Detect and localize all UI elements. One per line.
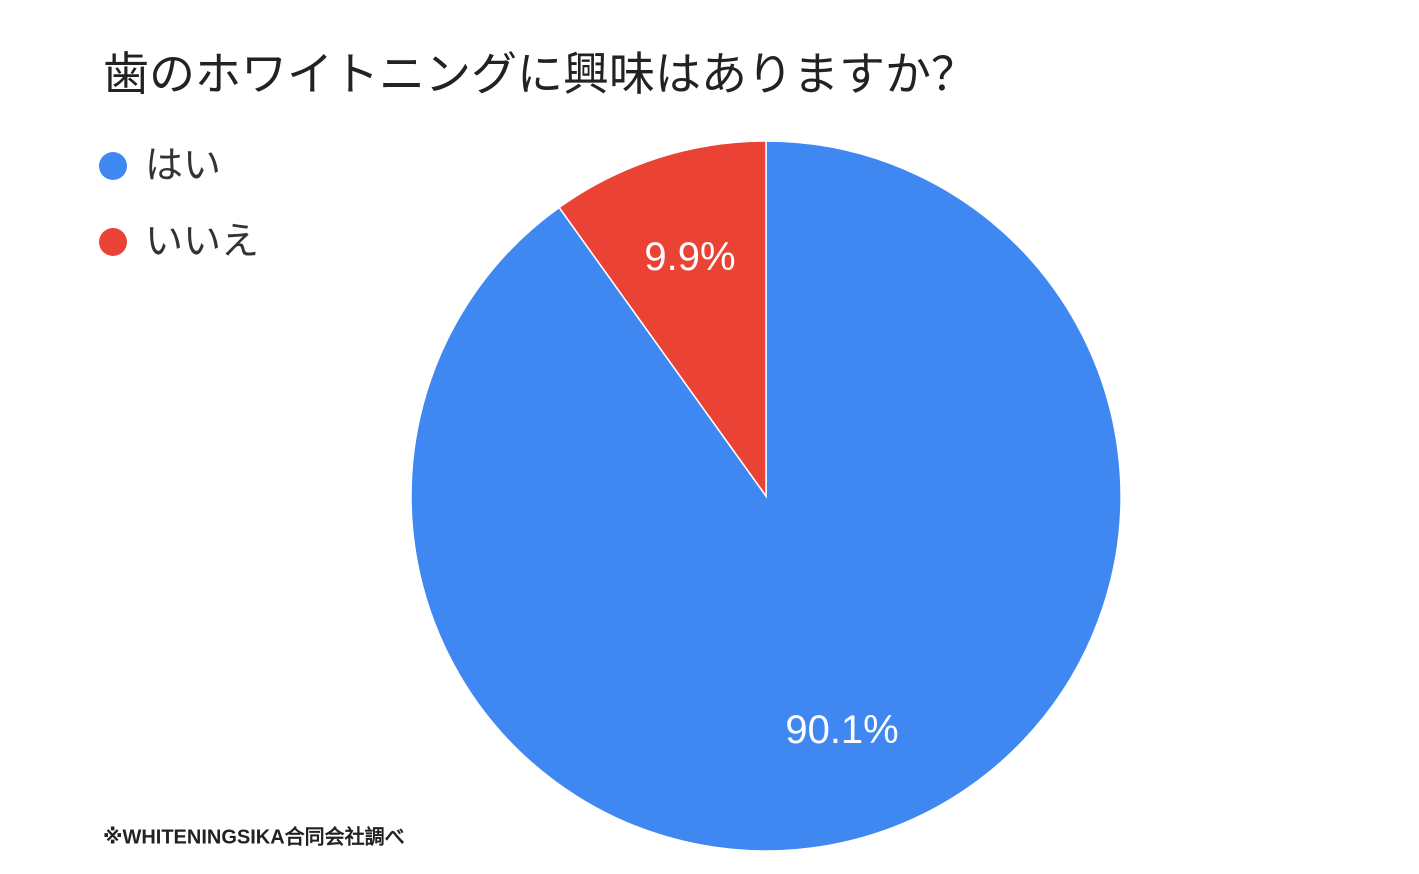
legend-label: いいえ [145, 221, 259, 263]
data-label: 90.1% [785, 708, 898, 752]
legend-label: はい [145, 145, 221, 187]
legend-marker [99, 228, 127, 256]
legend-marker [99, 152, 127, 180]
data-label: 9.9% [644, 235, 735, 279]
pie-slice [558, 140, 767, 499]
chart-title: 歯のホワイトニングに興味はありますか？ [103, 48, 977, 100]
source-note: ※WHITENINGSIKA合同会社調べ [103, 824, 405, 848]
